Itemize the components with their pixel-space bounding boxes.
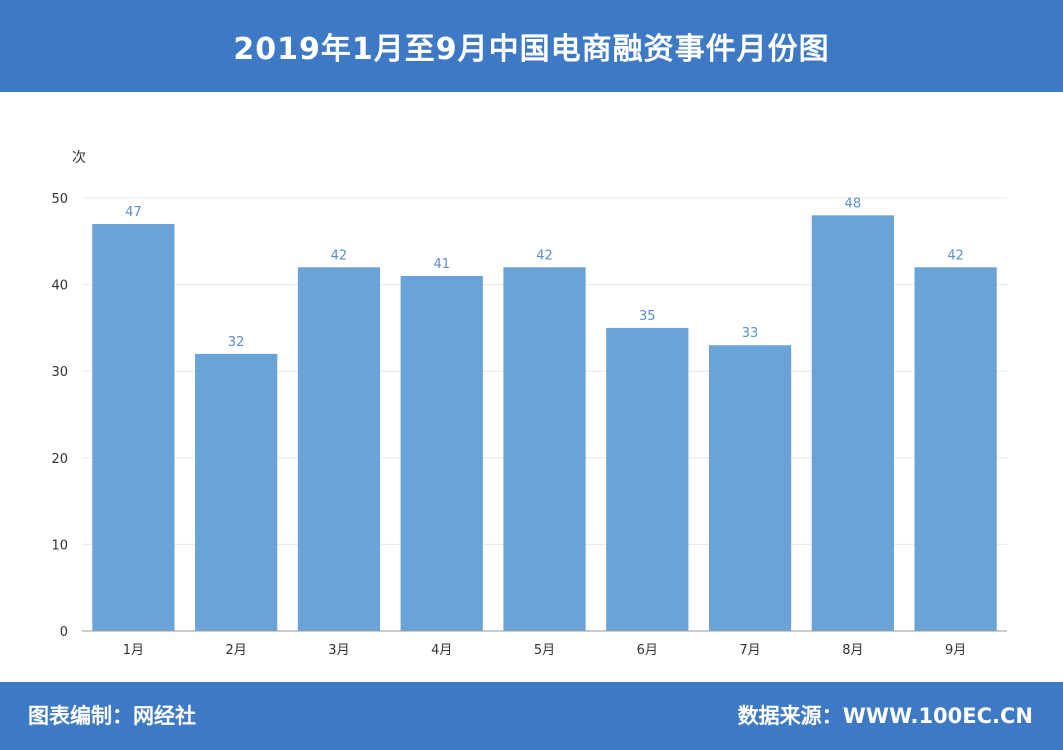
source-url[interactable]: WWW.100EC.CN — [842, 704, 1033, 728]
x-tick-label: 5月 — [534, 643, 555, 658]
x-tick-label: 3月 — [328, 643, 349, 658]
y-tick-label: 0 — [60, 625, 68, 640]
source: 数据来源：WWW.100EC.CN — [738, 682, 1033, 750]
y-tick-label: 50 — [51, 192, 68, 207]
y-tick-label: 20 — [51, 452, 68, 467]
bar — [708, 345, 792, 631]
bar-layer — [92, 215, 997, 632]
bar-value-label: 42 — [331, 248, 348, 263]
title-bar: 2019年1月至9月中国电商融资事件月份图 — [0, 0, 1063, 92]
x-tick-label: 1月 — [123, 643, 144, 658]
bar — [606, 327, 689, 631]
source-label: 数据来源： — [737, 704, 843, 728]
bar — [914, 267, 997, 631]
footer-bar: 图表编制：网经社 数据来源：WWW.100EC.CN — [0, 682, 1063, 750]
x-tick-label: 2月 — [226, 643, 247, 658]
credit-label: 图表编制： — [28, 704, 133, 728]
bar — [297, 267, 381, 631]
bar — [92, 223, 175, 632]
bar-value-label: 48 — [845, 196, 862, 211]
bar-value-label: 42 — [536, 248, 553, 263]
bar — [400, 275, 483, 631]
credit-value: 网经社 — [133, 704, 196, 728]
bar — [195, 353, 278, 631]
bar-value-label: 41 — [433, 257, 450, 272]
y-axis-unit-label: 次 — [72, 150, 86, 166]
chart-title: 2019年1月至9月中国电商融资事件月份图 — [233, 32, 830, 67]
x-axis-ticks: 1月 2月 3月 4月 5月 6月 7月 8月 9月 — [123, 643, 967, 658]
x-tick-label: 9月 — [945, 643, 966, 658]
y-tick-label: 30 — [51, 365, 68, 380]
bar-value-label: 33 — [742, 326, 759, 341]
x-tick-label: 6月 — [637, 643, 658, 658]
bar-value-label: 42 — [947, 248, 964, 263]
bar-value-label: 35 — [639, 309, 656, 324]
x-tick-label: 4月 — [431, 643, 452, 658]
bar — [503, 267, 586, 631]
data-label-layer: 47 32 42 41 42 35 33 48 42 — [125, 196, 964, 350]
bar-chart: 次 47 32 42 41 42 35 33 48 42 0 10 20 30 40 50 1月 2月 3月 4… — [51, 150, 1007, 658]
x-tick-label: 8月 — [842, 643, 863, 658]
x-tick-label: 7月 — [739, 643, 760, 658]
y-axis-ticks: 0 10 20 30 40 50 — [51, 192, 68, 640]
chart-area: 次 47 32 42 41 42 35 33 48 42 0 10 20 30 40 50 1月 2月 3月 4… — [0, 92, 1063, 682]
bar — [811, 215, 894, 631]
credit: 图表编制：网经社 — [28, 682, 196, 750]
y-tick-label: 40 — [51, 279, 68, 294]
y-tick-label: 10 — [51, 538, 68, 553]
bar-value-label: 47 — [125, 205, 142, 220]
bar-value-label: 32 — [228, 335, 245, 350]
